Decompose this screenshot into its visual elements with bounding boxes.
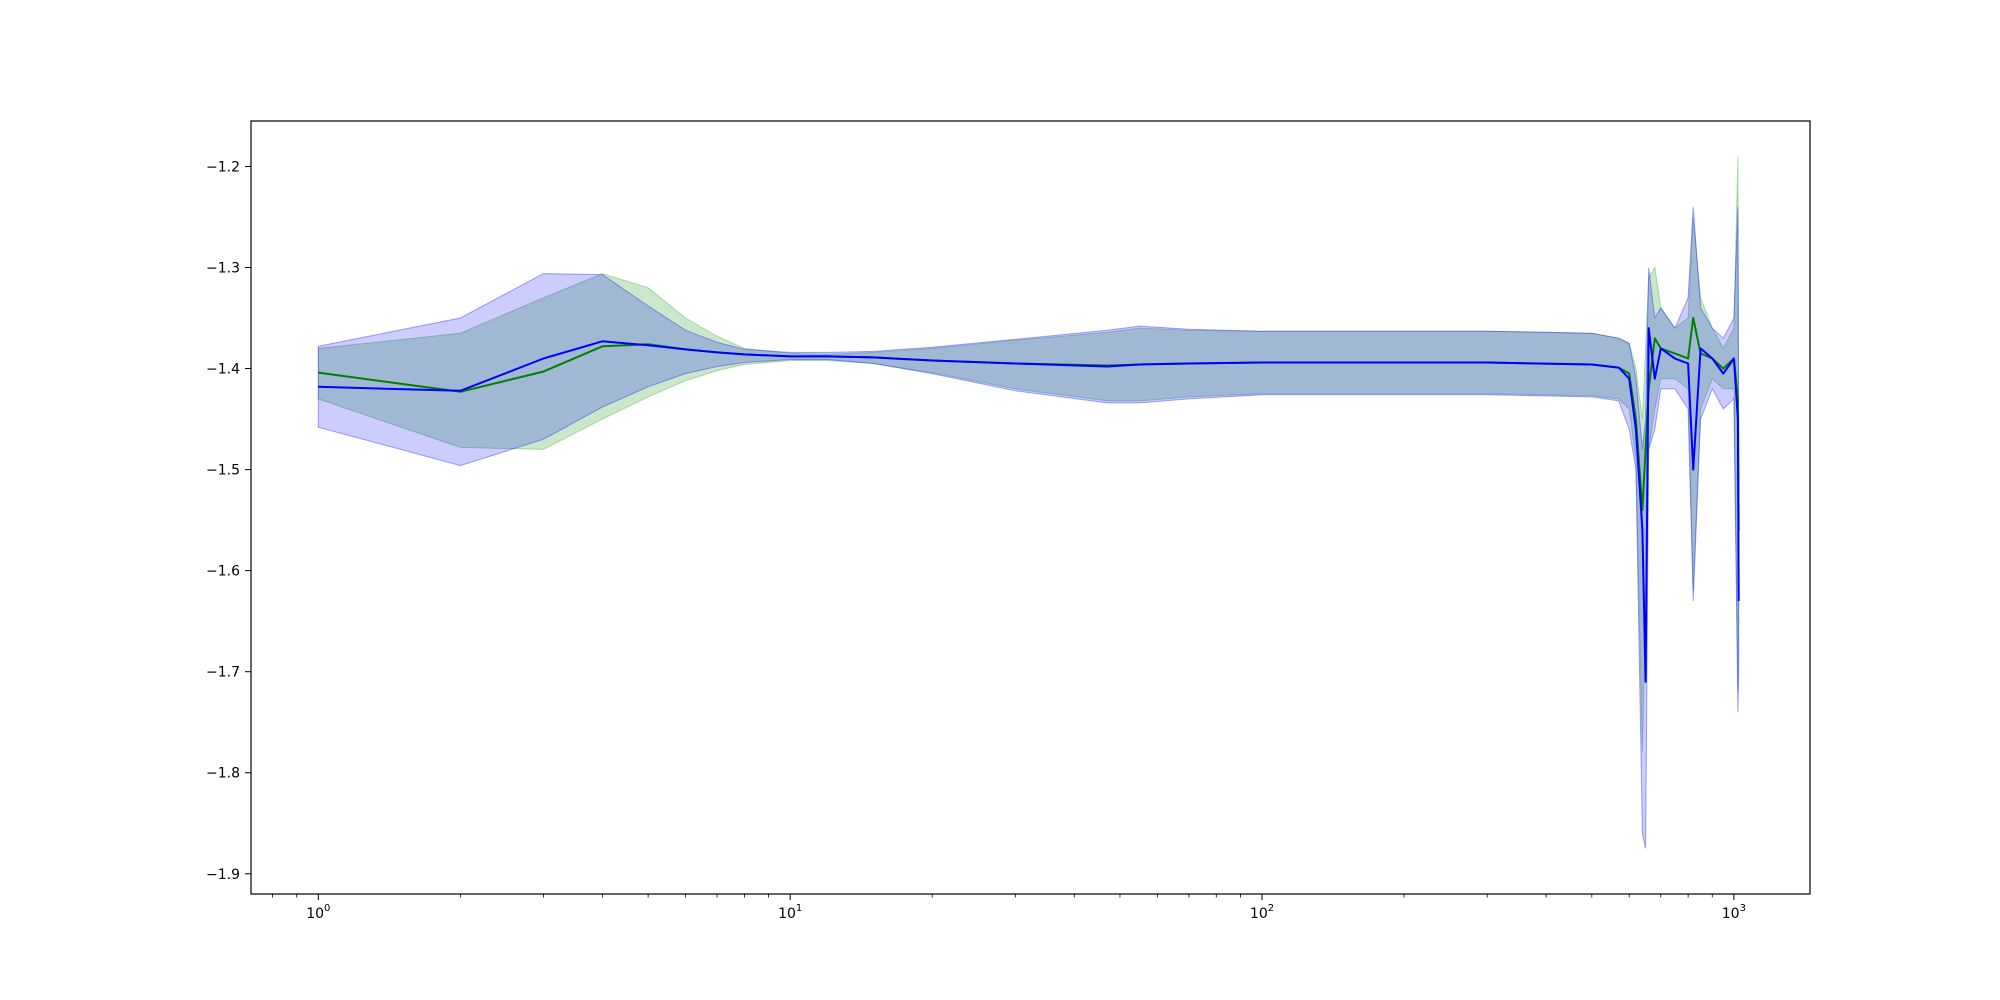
x-tick-label-base: 10 (1250, 906, 1268, 922)
series-2-band (317, 206, 1740, 849)
x-tick-label-base: 10 (778, 906, 796, 922)
y-tick-label: −1.4 (206, 362, 240, 378)
y-tick-label: −1.3 (206, 261, 240, 277)
series-lines (318, 317, 1740, 683)
y-tick-label: −1.8 (206, 766, 240, 782)
axes-frame (250, 120, 1811, 895)
x-tick-label: 101 (778, 903, 802, 922)
x-tick-label-exponent: 1 (796, 903, 802, 914)
y-tick-label: −1.7 (206, 665, 240, 681)
y-axis: −1.2 −1.3 −1.4 −1.5 −1.6 −1.7 −1.8 −1.9 (206, 159, 251, 883)
x-axis: 100 101 102 103 (272, 894, 1746, 922)
confidence-bands (317, 156, 1740, 849)
x-tick-label: 103 (1722, 903, 1746, 922)
y-tick-label: −1.5 (206, 463, 240, 479)
x-tick-label-exponent: 3 (1740, 903, 1746, 914)
series-2-line (318, 327, 1740, 683)
plot-area (250, 120, 1811, 895)
y-tick-label: −1.2 (206, 159, 240, 175)
x-tick-label: 100 (306, 903, 330, 922)
x-tick-label-exponent: 2 (1268, 903, 1274, 914)
y-tick-label: −1.6 (206, 564, 240, 580)
y-tick-label: −1.9 (206, 867, 240, 883)
x-tick-label-base: 10 (1722, 906, 1740, 922)
x-tick-label-exponent: 0 (324, 903, 330, 914)
x-tick-label-base: 10 (306, 906, 324, 922)
x-tick-label: 102 (1250, 903, 1274, 922)
series-1-band (317, 156, 1740, 753)
